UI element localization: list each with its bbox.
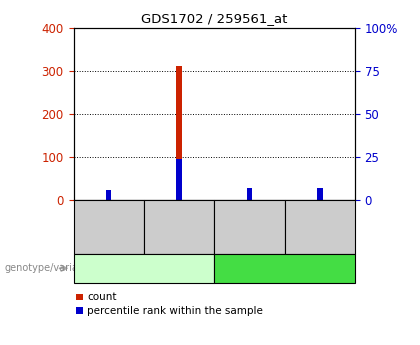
Bar	[247, 194, 252, 200]
Text: GSM65294: GSM65294	[104, 198, 114, 255]
Bar	[176, 66, 182, 200]
Text: GSM65297: GSM65297	[315, 198, 325, 255]
Title: GDS1702 / 259561_at: GDS1702 / 259561_at	[141, 12, 287, 25]
Text: count: count	[87, 292, 117, 302]
Text: GSM65295: GSM65295	[174, 198, 184, 255]
Text: GSM65296: GSM65296	[244, 198, 255, 255]
Text: phyA phyB double
mutant: phyA phyB double mutant	[237, 257, 332, 279]
Bar	[317, 188, 323, 200]
Bar	[317, 193, 323, 200]
Bar	[176, 159, 182, 200]
Bar	[106, 190, 111, 200]
Bar	[106, 197, 111, 200]
Text: percentile rank within the sample: percentile rank within the sample	[87, 306, 263, 315]
Text: wild type: wild type	[120, 263, 168, 273]
Text: genotype/variation: genotype/variation	[4, 263, 97, 273]
Bar	[247, 188, 252, 200]
